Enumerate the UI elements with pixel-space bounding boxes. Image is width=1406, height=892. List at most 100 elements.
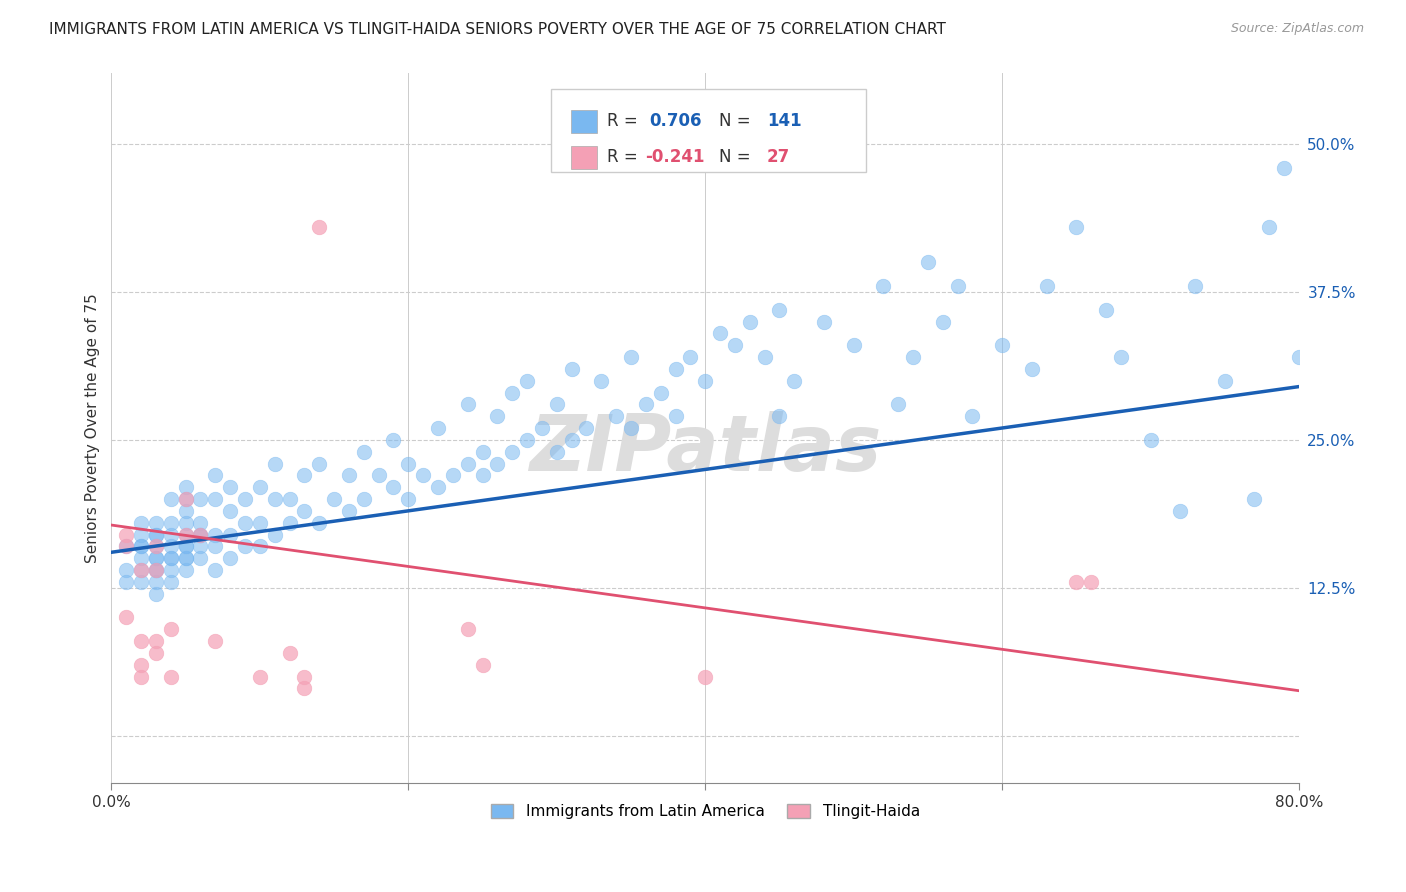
Point: [501, 385, 523, 400]
Point: [129, 563, 152, 577]
Point: [1184, 279, 1206, 293]
Point: [249, 480, 271, 494]
Point: [190, 540, 212, 554]
Point: [1258, 219, 1281, 234]
Point: [263, 491, 285, 506]
Point: [457, 622, 479, 636]
Point: [129, 516, 152, 530]
Point: [561, 433, 583, 447]
FancyBboxPatch shape: [571, 146, 598, 169]
Text: ZIPatlas: ZIPatlas: [529, 411, 882, 487]
Point: [249, 516, 271, 530]
Point: [427, 421, 450, 435]
Point: [129, 527, 152, 541]
Point: [1288, 350, 1310, 364]
Point: [1243, 491, 1265, 506]
Point: [367, 468, 389, 483]
Point: [129, 540, 152, 554]
Point: [1139, 433, 1161, 447]
Point: [471, 468, 494, 483]
Point: [486, 409, 509, 424]
Point: [204, 527, 226, 541]
Point: [1021, 361, 1043, 376]
Point: [159, 551, 181, 566]
Point: [591, 374, 613, 388]
Point: [174, 540, 197, 554]
Point: [129, 563, 152, 577]
Point: [486, 457, 509, 471]
Point: [159, 574, 181, 589]
Point: [396, 491, 419, 506]
Point: [174, 491, 197, 506]
Point: [159, 622, 181, 636]
Point: [204, 491, 226, 506]
Point: [263, 457, 285, 471]
Point: [917, 255, 939, 269]
Point: [159, 540, 181, 554]
Point: [441, 468, 464, 483]
Point: [190, 551, 212, 566]
Text: 141: 141: [766, 112, 801, 130]
Point: [471, 657, 494, 672]
Point: [249, 669, 271, 683]
Point: [664, 361, 686, 376]
Point: [278, 646, 301, 660]
Point: [145, 540, 167, 554]
Point: [278, 491, 301, 506]
Point: [353, 491, 375, 506]
Text: R =: R =: [606, 148, 643, 166]
Point: [145, 527, 167, 541]
Point: [174, 516, 197, 530]
Point: [145, 551, 167, 566]
Point: [1272, 161, 1295, 175]
Point: [842, 338, 865, 352]
Point: [278, 516, 301, 530]
Point: [292, 669, 315, 683]
Point: [145, 527, 167, 541]
Point: [457, 397, 479, 411]
Point: [190, 527, 212, 541]
Text: -0.241: -0.241: [644, 148, 704, 166]
Point: [501, 444, 523, 458]
Point: [219, 551, 242, 566]
Point: [174, 527, 197, 541]
Point: [1035, 279, 1057, 293]
Point: [427, 480, 450, 494]
Point: [901, 350, 924, 364]
Point: [709, 326, 731, 341]
Point: [219, 527, 242, 541]
Legend: Immigrants from Latin America, Tlingit-Haida: Immigrants from Latin America, Tlingit-H…: [485, 797, 927, 825]
Point: [650, 385, 672, 400]
Point: [263, 527, 285, 541]
Point: [145, 516, 167, 530]
Point: [174, 527, 197, 541]
Point: [337, 468, 360, 483]
Point: [516, 374, 538, 388]
Point: [129, 669, 152, 683]
Point: [115, 540, 138, 554]
Point: [204, 634, 226, 648]
Point: [204, 468, 226, 483]
Point: [323, 491, 346, 506]
Point: [887, 397, 910, 411]
Point: [353, 444, 375, 458]
Point: [396, 457, 419, 471]
Point: [664, 409, 686, 424]
Point: [382, 480, 405, 494]
Point: [145, 551, 167, 566]
Point: [233, 516, 256, 530]
Text: Source: ZipAtlas.com: Source: ZipAtlas.com: [1230, 22, 1364, 36]
Point: [546, 444, 568, 458]
Point: [738, 314, 761, 328]
Point: [204, 563, 226, 577]
Point: [382, 433, 405, 447]
Point: [337, 504, 360, 518]
Point: [932, 314, 955, 328]
Point: [190, 491, 212, 506]
Point: [1168, 504, 1191, 518]
Point: [174, 551, 197, 566]
Text: N =: N =: [720, 112, 756, 130]
Point: [174, 540, 197, 554]
Point: [679, 350, 702, 364]
Point: [233, 491, 256, 506]
